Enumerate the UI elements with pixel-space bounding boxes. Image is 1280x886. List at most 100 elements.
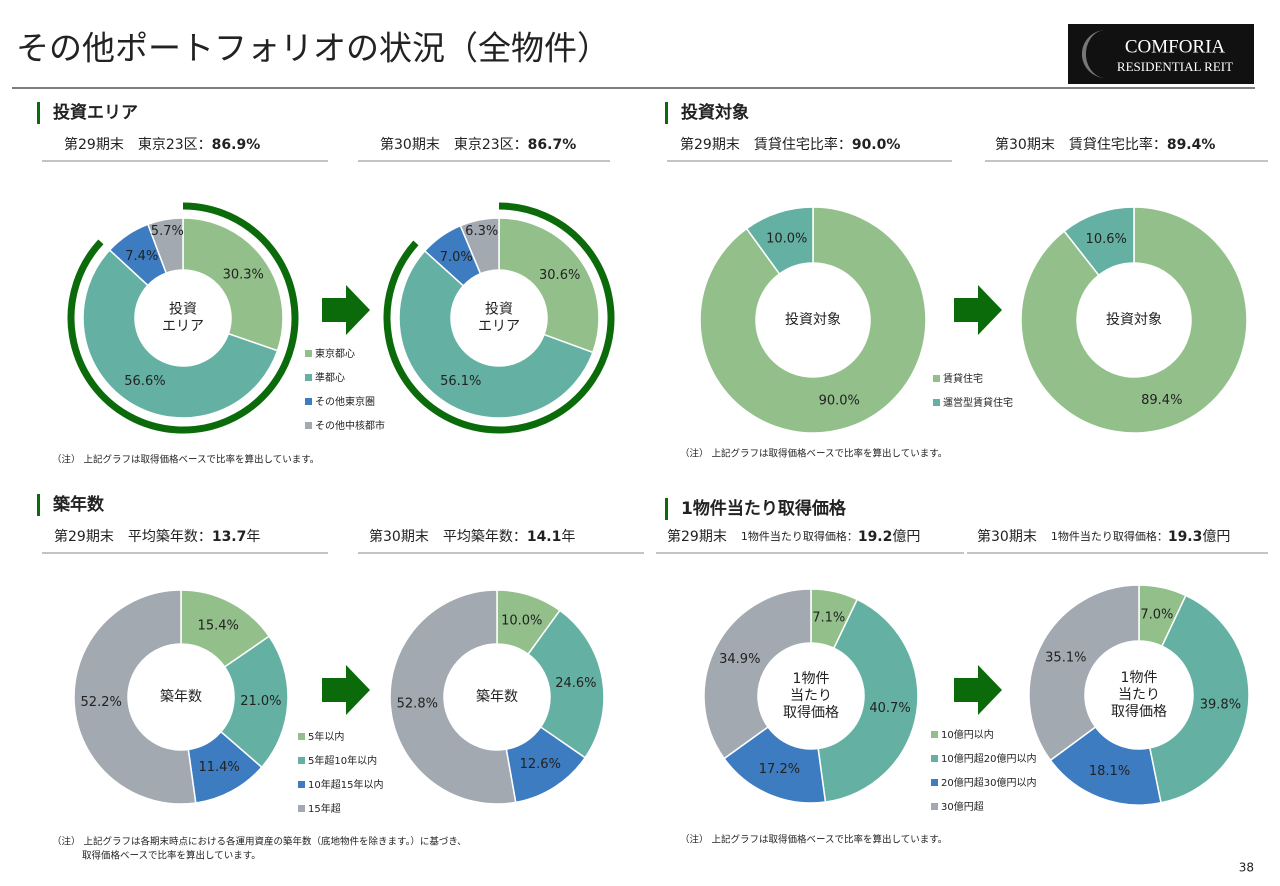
legend-swatch	[931, 779, 938, 786]
center-label: 1物件	[793, 671, 830, 687]
legend-label: 東京都心	[315, 347, 355, 360]
value-label: 10.0%	[501, 613, 542, 628]
donut-slice	[459, 217, 500, 275]
value-label: 30.6%	[539, 268, 580, 283]
value-label: 7.0%	[1140, 607, 1173, 622]
legend-swatch	[298, 805, 305, 812]
donut-slice	[182, 217, 284, 352]
value-label: 39.8%	[1200, 697, 1241, 712]
section-heading: 築年数	[52, 494, 105, 515]
legend-label: 運営型賃貸住宅	[943, 396, 1013, 409]
legend-label: 準都心	[315, 371, 345, 384]
donut-slice	[82, 248, 279, 419]
period-label: 第30期末	[380, 136, 440, 153]
period-header: 第30期末 賃貸住宅比率：89.4%	[995, 136, 1215, 153]
donut-slice	[146, 217, 184, 275]
legend-swatch	[305, 422, 312, 429]
period-header: 第30期末 1物件当たり取得価格：19.3億円	[977, 528, 1230, 545]
donut-slice	[1028, 584, 1140, 762]
center-label: 1物件	[1121, 670, 1158, 686]
center-label: 築年数	[160, 689, 202, 705]
legend-swatch	[305, 374, 312, 381]
metric-unit: 億円	[1202, 529, 1230, 545]
metric-label: 東京23区：	[138, 137, 212, 153]
value-label: 30.3%	[223, 268, 264, 283]
legend-label: 賃貸住宅	[943, 372, 983, 385]
legend-swatch	[933, 375, 940, 382]
period-header: 第29期末 1物件当たり取得価格：19.2億円	[667, 528, 920, 545]
heading-bar	[37, 102, 40, 124]
note: （注） 上記グラフは各期末時点における各運用資産の築年数（底地物件を除きます。）…	[52, 836, 467, 848]
legend-swatch	[298, 781, 305, 788]
legend-swatch	[305, 398, 312, 405]
value-label: 52.2%	[81, 695, 122, 710]
period-header: 第30期末 平均築年数：14.1年	[369, 528, 575, 545]
donut-slice	[498, 217, 600, 354]
metric-value: 19.3	[1168, 529, 1203, 545]
legend-swatch	[931, 731, 938, 738]
note: （注） 上記グラフは取得価格ベースで比率を算出しています。	[680, 448, 947, 460]
center-label: 当たり	[790, 688, 832, 704]
donut-slice	[817, 598, 919, 803]
legend-label: 30億円超	[941, 800, 984, 813]
highlight-arc	[383, 202, 615, 434]
metric-value: 13.7	[212, 529, 247, 545]
donut-slice	[703, 588, 812, 760]
note: （注） 上記グラフは取得価格ベースで比率を算出しています。	[680, 834, 947, 846]
center-label: 投資対象	[1106, 312, 1162, 328]
period-label: 第29期末	[667, 528, 727, 545]
metric-label: 賃貸住宅比率：	[754, 136, 852, 153]
value-label: 90.0%	[819, 393, 860, 408]
donut-slice	[73, 589, 197, 805]
value-label: 5.7%	[151, 224, 184, 239]
legend-swatch	[298, 757, 305, 764]
donut-slice	[745, 206, 814, 275]
value-label: 12.6%	[520, 757, 561, 772]
value-label: 10.6%	[1086, 232, 1127, 247]
legend-swatch	[931, 803, 938, 810]
legend-label: その他中核都市	[315, 419, 385, 432]
arrow	[954, 665, 1002, 715]
value-label: 6.3%	[465, 224, 498, 239]
metric-label: 1物件当たり取得価格：	[741, 529, 858, 543]
value-label: 7.4%	[125, 249, 158, 264]
donut-slice	[219, 635, 289, 769]
center-label: 投資対象	[785, 312, 841, 328]
value-label: 56.6%	[124, 374, 165, 389]
value-label: 7.0%	[440, 250, 473, 265]
value-label: 11.4%	[198, 760, 239, 775]
legend-swatch	[933, 399, 940, 406]
metric-unit: 年	[246, 529, 260, 545]
period-header: 第30期末 東京23区：86.7%	[380, 136, 576, 153]
slide-title: その他ポートフォリオの状況（全物件）	[16, 29, 610, 68]
center-label: 築年数	[476, 689, 518, 705]
metric-unit: 年	[561, 529, 575, 545]
metric-label: 1物件当たり取得価格：	[1051, 529, 1168, 543]
legend-label: 5年以内	[308, 730, 344, 743]
metric-unit: 億円	[892, 529, 920, 545]
note: （注） 上記グラフは取得価格ベースで比率を算出しています。	[52, 454, 319, 466]
period-label: 第30期末	[369, 528, 429, 545]
metric-label: 平均築年数：	[443, 529, 527, 545]
center-label: 取得価格	[1111, 703, 1167, 720]
donut-slice	[699, 206, 927, 434]
donut-slice	[1063, 206, 1135, 277]
period-label: 第30期末	[995, 136, 1055, 153]
legend-label: 10億円超20億円以内	[941, 752, 1036, 765]
metric-value: 86.7%	[528, 137, 577, 153]
donut-slice	[389, 589, 517, 805]
section-heading: 投資エリア	[53, 102, 138, 123]
period-header: 第29期末 平均築年数：13.7年	[54, 528, 260, 545]
period-label: 第29期末	[680, 136, 740, 153]
donut-slice	[1020, 206, 1248, 434]
period-header: 第29期末 賃貸住宅比率：90.0%	[680, 136, 900, 153]
period-label: 第30期末	[977, 528, 1037, 545]
section-heading: 1物件当たり取得価格	[681, 498, 847, 519]
logo-line1: COMFORIA	[1125, 36, 1226, 57]
value-label: 34.9%	[719, 652, 760, 667]
donut-slice	[527, 609, 605, 759]
center-label: 取得価格	[783, 704, 839, 721]
section-heading: 投資対象	[681, 102, 749, 123]
center-label: エリア	[162, 319, 204, 335]
